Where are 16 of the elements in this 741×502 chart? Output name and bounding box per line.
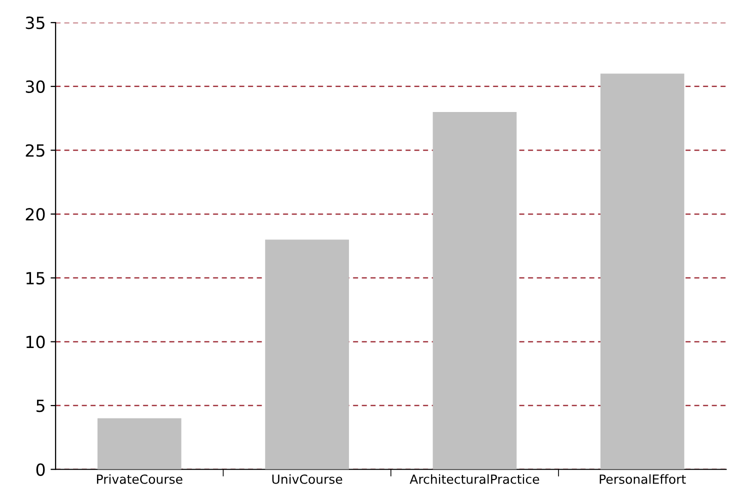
y-tick-label: 35	[26, 16, 44, 30]
y-tick-label: 0	[36, 463, 45, 476]
y-tick-label: 25	[26, 144, 44, 157]
y-tick-label: 20	[26, 208, 45, 221]
x-tick-label: UnivCourse	[272, 474, 342, 484]
bar	[97, 418, 182, 470]
y-tick-label: 5	[36, 400, 44, 412]
x-tick-label: PrivateCourse	[97, 474, 182, 484]
y-tick-label: 30	[26, 80, 45, 93]
bar	[600, 74, 684, 470]
bar	[265, 240, 349, 470]
bar	[432, 112, 517, 470]
x-tick-label: PersonalEffort	[600, 474, 686, 484]
y-tick-label: 10	[26, 336, 45, 348]
x-tick-label: ArchitecturalPractice	[410, 474, 540, 484]
y-tick-label: 15	[26, 272, 44, 284]
